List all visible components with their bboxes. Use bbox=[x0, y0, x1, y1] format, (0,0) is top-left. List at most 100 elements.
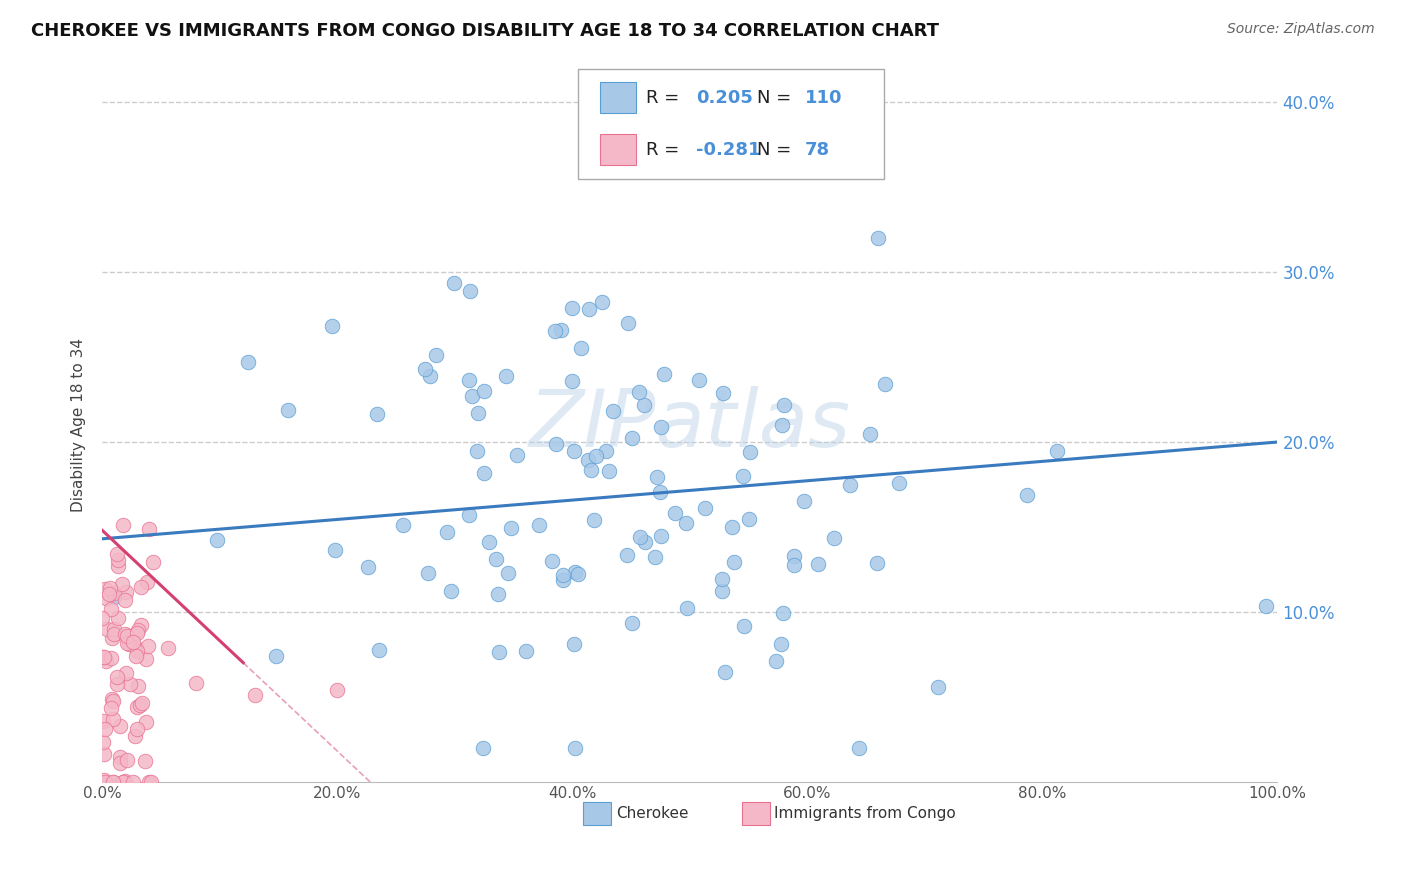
Point bbox=[103, 586, 125, 600]
Point bbox=[103, 622, 125, 636]
Point bbox=[94, 654, 117, 668]
Point bbox=[115, 585, 138, 599]
Point bbox=[107, 553, 129, 567]
Point bbox=[693, 501, 716, 516]
Point bbox=[127, 625, 149, 640]
Point bbox=[122, 635, 145, 649]
Text: R =: R = bbox=[647, 89, 685, 107]
Point bbox=[848, 740, 870, 755]
Point bbox=[103, 591, 125, 605]
Point bbox=[141, 556, 163, 570]
Point bbox=[621, 431, 644, 445]
Point bbox=[100, 581, 122, 595]
Point bbox=[238, 355, 260, 369]
Point bbox=[108, 750, 131, 764]
Point bbox=[628, 531, 651, 545]
Point bbox=[100, 601, 122, 615]
Point bbox=[326, 683, 349, 698]
Point bbox=[472, 466, 495, 480]
Point bbox=[94, 774, 117, 789]
Point bbox=[738, 512, 761, 526]
Point bbox=[544, 324, 567, 338]
Text: Cherokee: Cherokee bbox=[616, 806, 689, 822]
Point bbox=[136, 574, 159, 589]
Point bbox=[93, 747, 115, 761]
Point bbox=[585, 450, 607, 464]
Point bbox=[418, 369, 440, 384]
Point bbox=[103, 627, 125, 641]
Point bbox=[866, 557, 889, 571]
Point bbox=[125, 640, 148, 655]
Point bbox=[125, 644, 148, 658]
Point bbox=[711, 385, 734, 400]
Point bbox=[120, 676, 142, 690]
Point bbox=[366, 407, 388, 421]
Point bbox=[107, 611, 129, 625]
Point bbox=[139, 774, 162, 789]
Point bbox=[873, 376, 896, 391]
Point bbox=[129, 580, 152, 594]
Point bbox=[367, 643, 389, 657]
Point bbox=[561, 301, 583, 315]
Point bbox=[562, 637, 585, 651]
Point bbox=[112, 774, 135, 789]
Point bbox=[591, 295, 613, 310]
Point bbox=[108, 719, 131, 733]
Point bbox=[264, 648, 287, 663]
Point bbox=[114, 592, 136, 607]
Point bbox=[138, 774, 160, 789]
Point bbox=[112, 518, 135, 533]
Text: ZIPatlas: ZIPatlas bbox=[529, 386, 851, 464]
Point bbox=[134, 754, 156, 768]
Point bbox=[486, 587, 509, 601]
Point bbox=[633, 398, 655, 412]
Point bbox=[782, 549, 804, 564]
Point bbox=[416, 566, 439, 580]
Point bbox=[720, 520, 742, 534]
Point bbox=[101, 774, 124, 789]
Point bbox=[440, 584, 463, 599]
Point bbox=[129, 698, 152, 712]
Point bbox=[485, 551, 508, 566]
Text: N =: N = bbox=[756, 141, 797, 159]
Text: N =: N = bbox=[756, 89, 797, 107]
Point bbox=[621, 615, 644, 630]
FancyBboxPatch shape bbox=[600, 82, 636, 113]
Text: 78: 78 bbox=[806, 141, 830, 159]
Point bbox=[866, 231, 889, 245]
Point bbox=[478, 534, 501, 549]
Point bbox=[100, 631, 122, 645]
Point bbox=[551, 568, 574, 582]
Point bbox=[115, 629, 138, 643]
Point bbox=[105, 677, 128, 691]
Point bbox=[773, 398, 796, 412]
Point bbox=[551, 574, 574, 588]
Text: 110: 110 bbox=[806, 89, 842, 107]
Text: Immigrants from Congo: Immigrants from Congo bbox=[775, 806, 956, 822]
Point bbox=[114, 627, 136, 641]
Point bbox=[515, 644, 537, 658]
Text: 0.205: 0.205 bbox=[696, 89, 752, 107]
Point bbox=[321, 319, 343, 334]
Point bbox=[583, 513, 606, 527]
Point bbox=[540, 554, 562, 568]
FancyBboxPatch shape bbox=[583, 802, 612, 825]
Point bbox=[550, 323, 572, 337]
Point bbox=[117, 637, 139, 651]
Point bbox=[576, 452, 599, 467]
Point bbox=[652, 368, 675, 382]
Point bbox=[688, 373, 710, 387]
Point bbox=[616, 548, 638, 562]
Point bbox=[546, 437, 568, 451]
Point bbox=[100, 691, 122, 706]
Point bbox=[91, 610, 114, 624]
Point bbox=[101, 694, 124, 708]
Point bbox=[131, 697, 153, 711]
Point bbox=[765, 654, 787, 668]
Point bbox=[664, 506, 686, 520]
Point bbox=[495, 368, 517, 383]
Point bbox=[889, 476, 911, 491]
Point bbox=[675, 516, 697, 530]
Point bbox=[115, 635, 138, 649]
Point bbox=[207, 533, 229, 547]
